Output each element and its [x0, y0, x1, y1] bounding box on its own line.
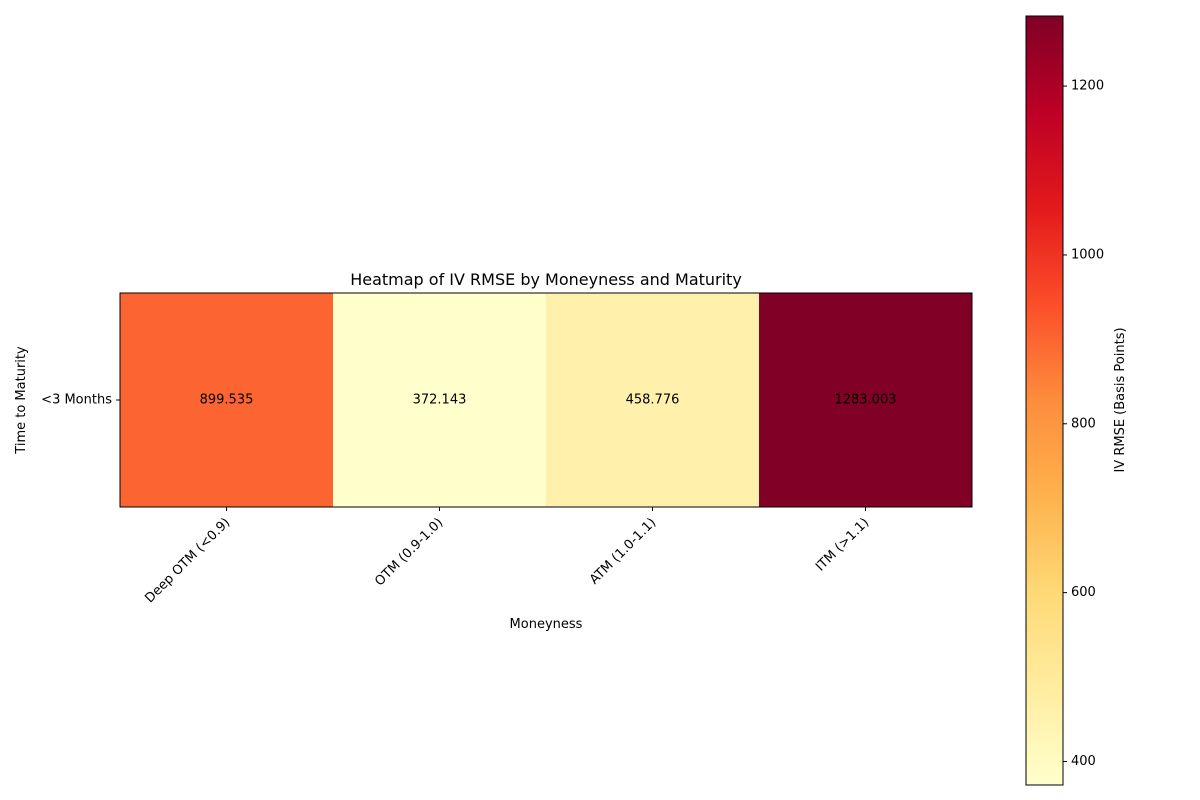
colorbar-tick-label: 1200 [1071, 79, 1104, 94]
cell-value-label: 372.143 [413, 393, 467, 408]
x-tick-label: Deep OTM (<0.9) [142, 515, 233, 606]
colorbar-label: IV RMSE (Basis Points) [1113, 327, 1128, 472]
colorbar-tick-label: 600 [1071, 585, 1096, 600]
heatmap-cell [120, 293, 334, 507]
x-tick-label: ATM (1.0-1.1) [587, 515, 659, 587]
heatmap-cell [546, 293, 760, 507]
x-tick-label: OTM (0.9-1.0) [372, 515, 446, 589]
colorbar-tick-label: 800 [1071, 416, 1096, 431]
colorbar-tick-label: 1000 [1071, 247, 1104, 262]
colorbar-tick-label: 400 [1071, 754, 1096, 769]
chart-title: Heatmap of IV RMSE by Moneyness and Matu… [350, 270, 742, 289]
x-tick-label: ITM (>1.1) [813, 515, 872, 574]
heatmap-cell [333, 293, 547, 507]
colorbar-gradient [1025, 15, 1064, 786]
cell-value-label: 458.776 [626, 393, 680, 408]
y-axis-label: Time to Maturity [14, 346, 29, 455]
x-axis-label: Moneyness [510, 617, 583, 632]
y-tick-label: <3 Months [41, 393, 112, 408]
colorbar: 400 600 800 1000 1200 IV RMSE (Basis Points) [1025, 15, 1128, 786]
cell-value-label: 1283.003 [834, 393, 896, 408]
heatmap-cell [759, 293, 973, 507]
cell-value-label: 899.535 [200, 393, 254, 408]
